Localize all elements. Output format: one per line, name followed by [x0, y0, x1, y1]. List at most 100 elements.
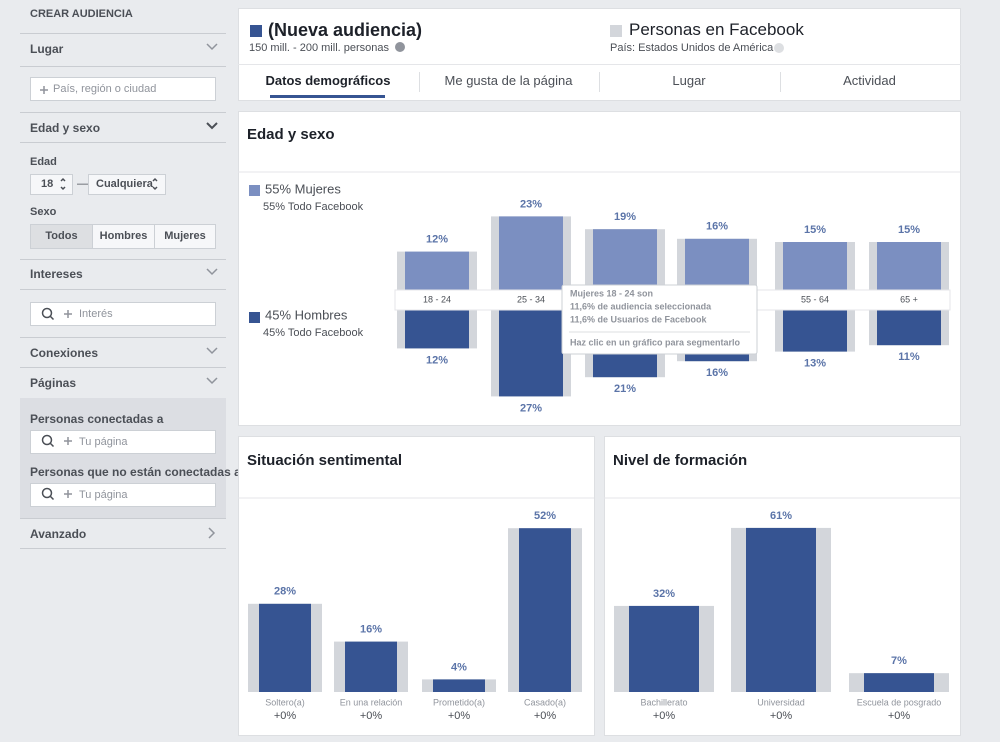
- category-label: Casado(a): [524, 697, 566, 707]
- change-label: +0%: [448, 710, 471, 722]
- bar: [746, 527, 816, 692]
- age-separator: —: [77, 178, 88, 190]
- audience-size: 150 mill. - 200 mill. personas: [249, 42, 390, 54]
- category-label: Soltero(a): [265, 697, 305, 707]
- category-label: 18 - 24: [423, 294, 451, 304]
- category-label: En una relación: [340, 697, 403, 707]
- bar: [433, 679, 485, 692]
- section-label[interactable]: Páginas: [30, 376, 77, 390]
- value-label: 27%: [520, 402, 542, 414]
- location-input[interactable]: País, región o ciudad: [30, 77, 216, 101]
- value-label: 19%: [614, 211, 636, 223]
- not-connected-label: Personas que no están conectadas a: [30, 465, 241, 479]
- bar: [499, 216, 563, 290]
- category-label: 65 +: [900, 294, 918, 304]
- age-max-select[interactable]: Cualquiera: [88, 174, 166, 195]
- chart-title: Nivel de formación: [613, 452, 747, 469]
- bar: [259, 603, 311, 692]
- bar: [685, 238, 749, 290]
- legend-label: 45% Hombres: [265, 307, 348, 322]
- section-label[interactable]: Edad y sexo: [30, 121, 101, 135]
- value-label: 16%: [706, 367, 728, 379]
- category-label: Escuela de posgrado: [857, 697, 942, 707]
- bar: [405, 251, 469, 290]
- section-label[interactable]: Lugar: [30, 42, 64, 56]
- value-label: 28%: [274, 586, 296, 598]
- page-input[interactable]: Tu página: [30, 483, 216, 507]
- value-label: 12%: [426, 354, 448, 366]
- tooltip-line: Mujeres 18 - 24 son: [570, 288, 653, 298]
- info-icon[interactable]: [774, 43, 784, 53]
- age-label: Edad: [30, 156, 57, 168]
- value-label: 16%: [706, 221, 728, 233]
- value-label: 61%: [770, 510, 792, 522]
- sex-button[interactable]: Hombres: [92, 224, 155, 249]
- tab[interactable]: Actividad: [843, 73, 896, 88]
- divider: [20, 289, 226, 290]
- comparison-swatch: [610, 25, 622, 37]
- sex-button[interactable]: Mujeres: [154, 224, 216, 249]
- change-label: +0%: [770, 710, 793, 722]
- value-label: 15%: [898, 224, 920, 236]
- value-label: 23%: [520, 198, 542, 210]
- bar: [345, 641, 397, 692]
- divider: [20, 337, 226, 338]
- change-label: +0%: [653, 710, 676, 722]
- section-label[interactable]: Intereses: [30, 267, 83, 281]
- sex-label: Sexo: [30, 206, 57, 218]
- bar: [864, 673, 934, 692]
- divider: [20, 112, 226, 113]
- section-label[interactable]: Conexiones: [30, 346, 99, 360]
- audience-swatch: [250, 25, 262, 37]
- tooltip-hint: Haz clic en un gráfico para segmentarlo: [570, 337, 741, 347]
- bar: [499, 310, 563, 397]
- tab[interactable]: Lugar: [672, 73, 706, 88]
- tab[interactable]: Me gusta de la página: [444, 73, 573, 88]
- comparison-country: País: Estados Unidos de América: [610, 42, 774, 54]
- bar: [405, 310, 469, 349]
- connected-label: Personas conectadas a: [30, 412, 164, 426]
- tooltip-line: 11,6% de audiencia seleccionada: [570, 301, 712, 311]
- chart-title: Situación sentimental: [247, 452, 402, 469]
- section-label[interactable]: Avanzado: [30, 527, 87, 541]
- divider: [20, 142, 226, 143]
- page-input[interactable]: Tu página: [30, 430, 216, 454]
- tooltip: [561, 284, 758, 355]
- category-label: 55 - 64: [801, 294, 829, 304]
- change-label: +0%: [360, 710, 383, 722]
- tab-divider: [779, 72, 781, 92]
- value-label: 16%: [360, 624, 382, 636]
- divider: [20, 33, 226, 34]
- value-label: 7%: [891, 655, 907, 667]
- bar: [519, 528, 571, 692]
- bar: [783, 242, 847, 290]
- legend-benchmark: 45% Todo Facebook: [263, 327, 364, 339]
- value-label: 11%: [898, 351, 920, 363]
- legend-label: 55% Mujeres: [265, 181, 341, 196]
- info-icon[interactable]: [395, 42, 405, 52]
- change-label: +0%: [534, 710, 557, 722]
- active-tab-indicator: [270, 95, 385, 98]
- audience-title: (Nueva audiencia): [268, 20, 423, 40]
- divider: [20, 548, 226, 549]
- bar: [593, 229, 657, 290]
- bar: [877, 242, 941, 290]
- sidebar-title: CREAR AUDIENCIA: [30, 8, 133, 20]
- value-label: 52%: [534, 510, 556, 522]
- interest-input[interactable]: Interés: [30, 302, 216, 326]
- category-label: Bachillerato: [640, 697, 687, 707]
- legend-swatch: [249, 185, 260, 196]
- divider: [20, 66, 226, 67]
- value-label: 15%: [804, 224, 826, 236]
- comparison-title: Personas en Facebook: [629, 20, 804, 39]
- legend-swatch: [249, 312, 260, 323]
- chart-title: Edad y sexo: [247, 126, 335, 143]
- divider: [20, 518, 226, 519]
- bar: [877, 310, 941, 346]
- bar: [629, 605, 699, 692]
- tab-divider: [599, 72, 600, 92]
- tab[interactable]: Datos demográficos: [265, 73, 391, 88]
- tooltip-line: 11,6% de Usuarios de Facebook: [570, 314, 708, 324]
- value-label: 12%: [426, 234, 448, 246]
